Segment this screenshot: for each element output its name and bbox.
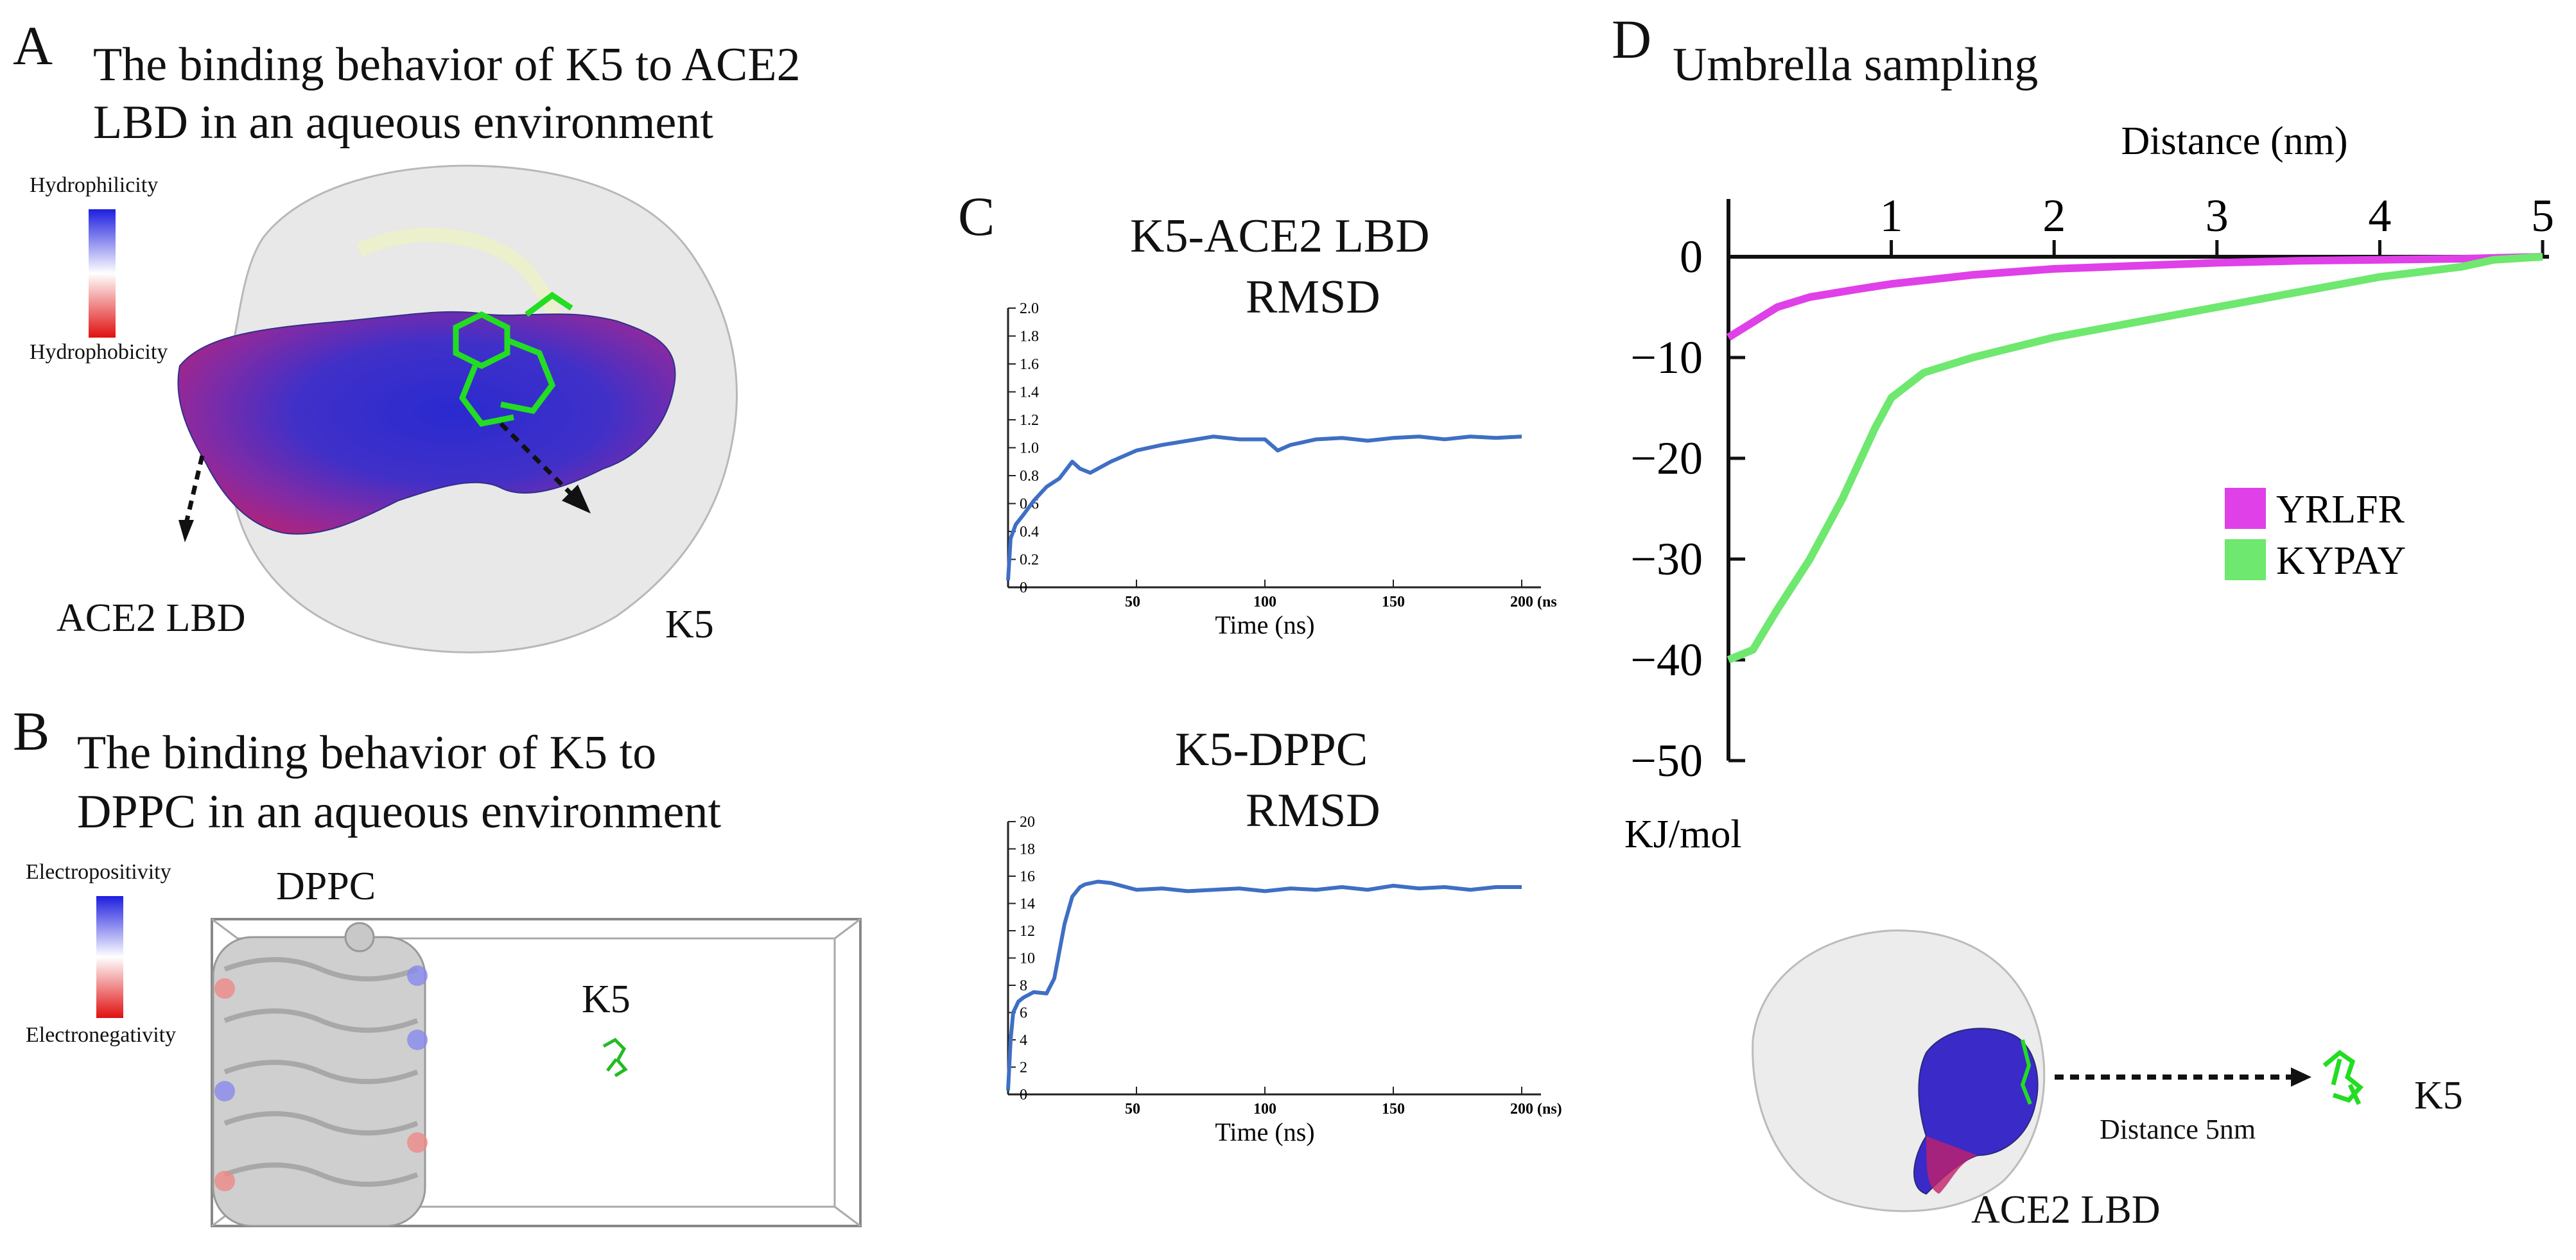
x-tick-label: 5 [2531,190,2554,241]
legend-label: YRLFR [2276,488,2405,531]
k5-label-d: K5 [2414,1074,2463,1118]
ace2-lbd-label: ACE2 LBD [57,596,246,640]
x-axis-label: Time (ns) [1215,610,1314,639]
rmsd-plot2-title-line1: K5-DPPC [1175,723,1368,776]
y-tick-label: 16 [1020,868,1035,885]
x-axis-label: Distance (nm) [2121,119,2348,163]
y-tick-label: 2 [1020,1060,1027,1076]
k5-ligand-sticks [453,291,573,427]
y-tick-label: 1.0 [1020,440,1039,457]
x-tick-label: 50 [1125,594,1140,610]
panel-a-title-line2: LBD in an aqueous environment [93,96,713,149]
y-tick-label: −40 [1630,634,1703,686]
rmsd-series-line [1006,435,1522,581]
k5-label-a: K5 [665,603,714,646]
panel-a-title-line1: The binding behavior of K5 to ACE2 [93,39,801,91]
y-tick-label: 6 [1020,1005,1027,1022]
y-tick-label: 2.0 [1020,300,1039,317]
x-tick-label: 200 (ns) [1510,1101,1562,1118]
k5-molecule-b [602,1037,628,1078]
hydrophilicity-colorbar [89,209,116,338]
x-tick-label: 200 (ns [1510,594,1557,610]
dppc-membrane-render [212,922,428,1227]
y-tick-label: 18 [1020,841,1035,858]
y-tick-label: −10 [1630,332,1703,383]
y-tick-label: 10 [1020,951,1035,967]
x-tick-label: 100 [1253,594,1276,610]
panel-b-title-line1: The binding behavior of K5 to [77,727,657,779]
dppc-simulation-box [211,918,862,1227]
panel-d-letter: D [1612,8,1652,70]
ace2-lbd-pulling-render [1752,929,2364,1213]
y-tick-label: 20 [1020,814,1035,831]
y-tick-label: 0 [1680,231,1703,282]
energy-curve-yrlfr [1726,253,2543,341]
distance-5nm-label: Distance 5nm [2100,1114,2256,1145]
y-tick-label: 0 [1020,580,1027,596]
rmsd-plot1-title-line2: RMSD [1246,271,1380,324]
hydrophilicity-label: Hydrophilicity [30,173,159,197]
y-tick-label: 1.4 [1020,384,1039,401]
electropositivity-label: Electropositivity [26,860,171,884]
rmsd-plot1-title-line1: K5-ACE2 LBD [1130,210,1430,263]
y-tick-label: 12 [1020,923,1035,940]
x-tick-label: 50 [1125,1101,1140,1118]
ace2-lbd-label-d: ACE2 LBD [1971,1188,2161,1232]
y-tick-label: 0 [1020,1087,1027,1103]
y-tick-label: 0.8 [1020,468,1039,485]
y-tick-label: 1.6 [1020,356,1039,373]
ace2-lbd-arrow [184,455,205,524]
y-tick-label: 1.8 [1020,329,1039,345]
hydrophobicity-label: Hydrophobicity [30,340,168,364]
electronegativity-label: Electronegativity [26,1023,177,1047]
y-axis-label: KJ/mol [1624,813,1742,856]
panel-b-title-line2: DPPC in an aqueous environment [77,786,722,838]
panel-a-letter: A [13,15,53,76]
y-tick-label: 8 [1020,978,1027,994]
y-tick-label: −30 [1630,533,1703,585]
x-tick-label: 150 [1382,1101,1405,1118]
k5-label-b: K5 [582,978,631,1021]
dppc-label: DPPC [276,865,376,908]
electrostatic-colorbar [96,896,123,1018]
panel-c-letter: C [958,186,995,247]
energy-curve-kypay [1727,253,2543,664]
k5-molecule-d [2322,1049,2364,1105]
legend-swatch [2225,488,2266,529]
k5-arrow [499,422,573,496]
x-axis-label: Time (ns) [1215,1118,1314,1146]
y-tick-label: 0.2 [1020,552,1039,569]
ace2-lbd-surface-render [177,164,738,653]
umbrella-sampling-chart: 1 2 3 4 5 0 −10 −20 −30 −40 −50 Distance (nm) KJ/mol… [1624,119,2554,856]
x-tick-label: 100 [1253,1101,1276,1118]
rmsd-chart-dppc: 0 2 4 6 8 10 12 14 16 18 20 50 100 150 200 (ns) Time (n… [1006,814,1562,1146]
y-tick-label: 14 [1020,896,1035,913]
umbrella-sampling-title: Umbrella sampling [1673,39,2039,91]
legend-label: KYPAY [2276,539,2406,583]
x-tick-label: 4 [2368,190,2391,241]
x-tick-label: 2 [2042,190,2066,241]
rmsd-series-line [1006,879,1522,1091]
x-tick-label: 3 [2206,190,2229,241]
y-tick-label: 4 [1020,1032,1027,1049]
y-tick-label: −20 [1630,433,1703,484]
rmsd-chart-ace2: 00.20.40.60.81.01.21.41.61.82.050 100 150 2… [1006,300,1557,639]
x-tick-label: 1 [1880,190,1903,241]
ace2-binding-surface [177,311,676,535]
y-tick-label: 0.4 [1020,524,1039,540]
legend-swatch [2225,539,2266,580]
y-tick-label: 1.2 [1020,412,1039,429]
y-tick-label: −50 [1630,735,1703,786]
rmsd-plot2-title-line2: RMSD [1246,784,1380,837]
x-tick-label: 150 [1382,594,1405,610]
panel-b-letter: B [13,700,50,762]
